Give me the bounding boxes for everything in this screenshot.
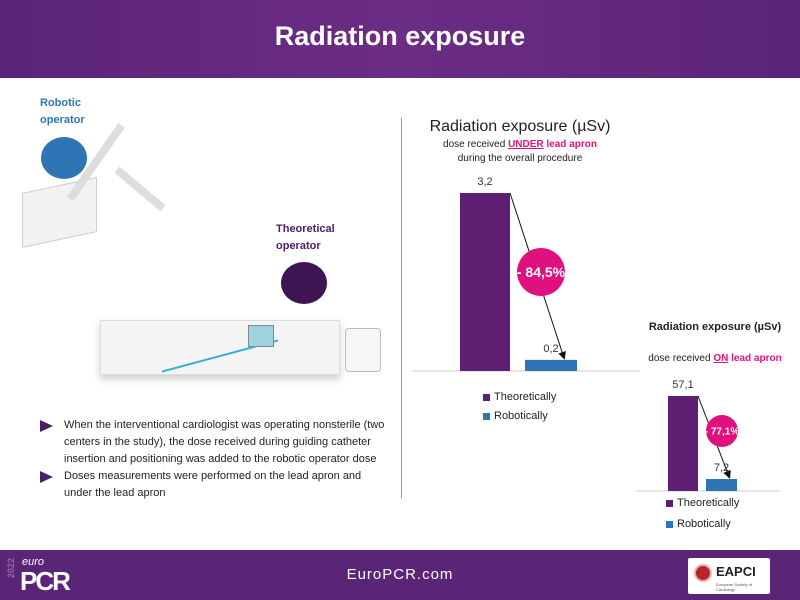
- slide-footer: 2022 euro PCR EuroPCR.com EAPCI European S…: [0, 550, 800, 600]
- chart1-title: Radiation exposure (µSv): [429, 118, 611, 135]
- chart2-data-label: 7,2: [714, 462, 729, 474]
- robotic-operator-marker: [41, 137, 87, 179]
- bullet-triangle-icon: [40, 471, 53, 483]
- monitor: [345, 328, 381, 372]
- bullet-item: When the interventional cardiologist was…: [40, 417, 390, 468]
- theoretical-operator-label: Theoretical operator: [276, 223, 335, 252]
- chart1-data-label: 3,2: [477, 176, 492, 188]
- robotic-cassette: [248, 325, 274, 347]
- chart2-subtitle: dose received ON lead apron: [648, 353, 782, 364]
- chart1-legend-robotic: Robotically: [483, 410, 548, 422]
- slide-title: Radiation exposure: [274, 21, 526, 51]
- chart1-bar-theoretically: [460, 193, 510, 371]
- chart2-reduction-label: - 77,1%: [705, 427, 740, 438]
- chart2-title: Radiation exposure (µSv): [648, 321, 782, 333]
- eapci-logo: EAPCI European Society of Cardiology: [688, 558, 770, 594]
- chart1-data-label: 0,2: [543, 343, 558, 355]
- heart-icon: [694, 564, 712, 582]
- chart1-reduction-badge: [517, 248, 565, 296]
- chart2-bar-theoretically: [668, 396, 698, 491]
- chart2-legend-theoretical: Theoretically: [666, 497, 739, 509]
- chart2-data-label: 57,1: [672, 379, 693, 391]
- bullet-item: Doses measurements were performed on the…: [40, 468, 390, 502]
- chart2-legend-robotic: Robotically: [666, 518, 731, 530]
- europcr-logo: 2022 euro PCR: [6, 556, 71, 596]
- chart2-bar-robotically: [706, 479, 737, 491]
- chart1-legend-theoretical: Theoretically: [483, 391, 556, 403]
- chart1-bar-robotically: [525, 359, 577, 371]
- chart1-reduction-label: - 84,5%: [517, 264, 566, 280]
- bullet-triangle-icon: [40, 420, 53, 432]
- theoretical-operator-marker: [281, 262, 327, 304]
- divider: [401, 118, 402, 498]
- robotic-operator-label: Robotic operator: [40, 97, 85, 126]
- chart1-subtitle: dose received UNDER lead apron during the…: [443, 139, 597, 164]
- slide-header: Radiation exposure: [0, 0, 800, 78]
- chart2-reduction-badge: [706, 415, 738, 447]
- patient-table: [100, 320, 340, 375]
- bullet-list: When the interventional cardiologist was…: [40, 417, 390, 502]
- website-link[interactable]: EuroPCR.com: [346, 566, 454, 583]
